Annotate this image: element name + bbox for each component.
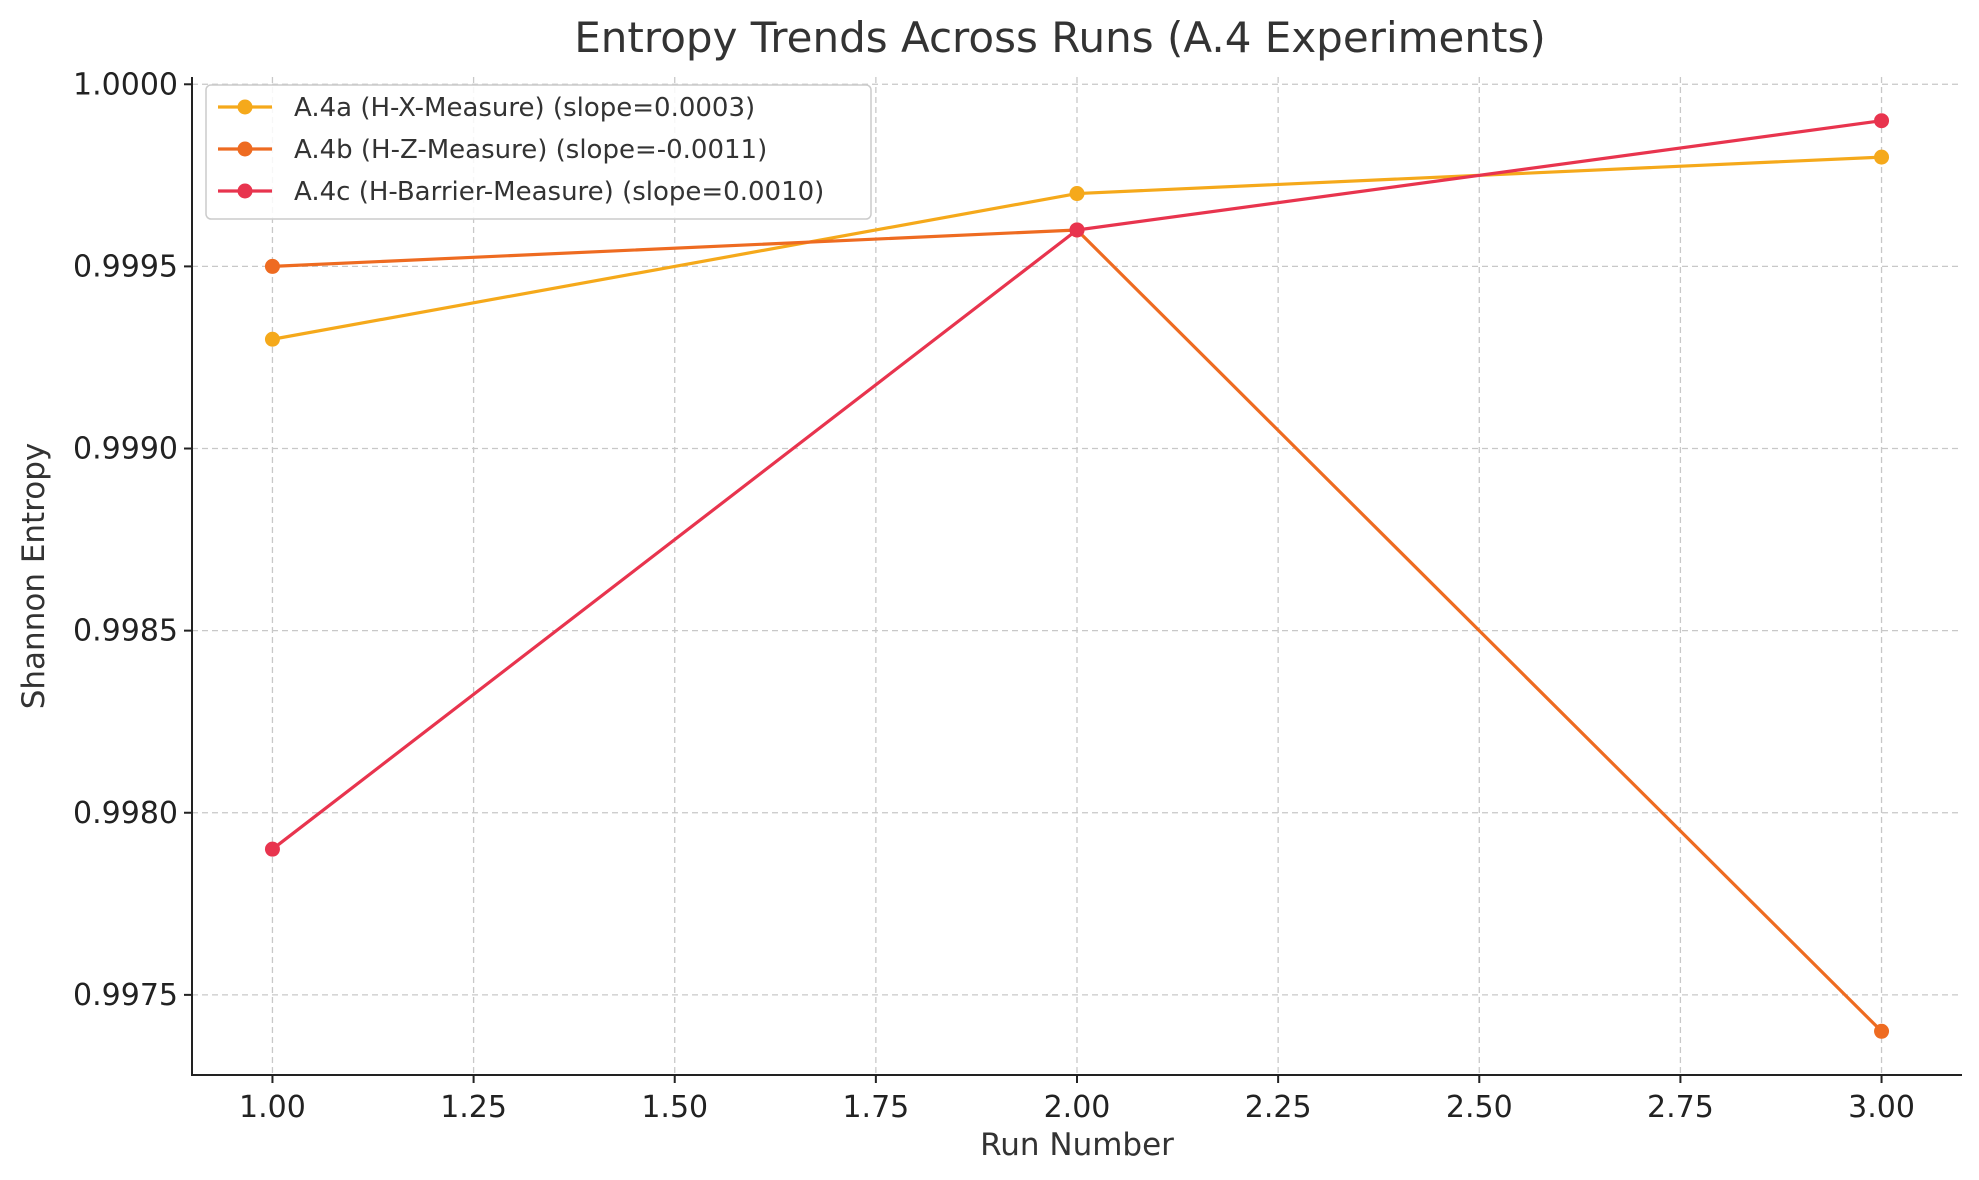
series-3 xyxy=(264,113,1890,857)
y-tick-label: 0.9980 xyxy=(73,796,178,831)
data-point xyxy=(264,331,280,347)
legend-box xyxy=(205,84,872,220)
legend-swatch-marker xyxy=(237,183,253,199)
legend-item: A.4a (H-X-Measure) (slope=0.0003) xyxy=(218,93,755,123)
x-tick-label: 2.25 xyxy=(1245,1090,1312,1125)
y-tick-label: 0.9990 xyxy=(73,432,178,467)
x-tick-label: 1.50 xyxy=(641,1090,708,1125)
series-lines xyxy=(264,113,1890,1039)
x-tick-label: 2.50 xyxy=(1446,1090,1513,1125)
grid-lines xyxy=(192,77,1962,1075)
axis-spines xyxy=(191,77,1962,1076)
y-tick-label: 0.9995 xyxy=(73,249,178,284)
data-point xyxy=(1069,222,1085,238)
x-tick-label: 3.00 xyxy=(1848,1090,1915,1125)
series-1 xyxy=(264,149,1890,347)
y-tick-label: 0.9985 xyxy=(73,614,178,649)
legend-swatch-marker xyxy=(237,99,253,115)
x-tick-label: 2.75 xyxy=(1647,1090,1714,1125)
data-point xyxy=(264,841,280,857)
x-tick-label: 1.75 xyxy=(842,1090,909,1125)
x-axis-label: Run Number xyxy=(980,1127,1174,1163)
legend-item: A.4b (H-Z-Measure) (slope=-0.0011) xyxy=(218,135,767,165)
legend: A.4a (H-X-Measure) (slope=0.0003) A.4b (H… xyxy=(205,84,872,220)
data-point xyxy=(264,258,280,274)
data-point xyxy=(1069,186,1085,202)
legend-label: A.4c (H-Barrier-Measure) (slope=0.0010) xyxy=(294,177,824,207)
legend-label: A.4a (H-X-Measure) (slope=0.0003) xyxy=(294,93,755,123)
y-axis-label: Shannon Entropy xyxy=(16,443,52,710)
data-point xyxy=(1874,113,1890,129)
y-tick-label: 1.0000 xyxy=(73,67,178,102)
x-tick-label: 2.00 xyxy=(1044,1090,1111,1125)
chart-title: Entropy Trends Across Runs (A.4 Experime… xyxy=(574,13,1545,62)
data-point xyxy=(1874,1023,1890,1039)
legend-swatch-marker xyxy=(237,141,253,157)
x-tick-label: 1.00 xyxy=(239,1090,306,1125)
legend-item: A.4c (H-Barrier-Measure) (slope=0.0010) xyxy=(218,177,824,207)
legend-label: A.4b (H-Z-Measure) (slope=-0.0011) xyxy=(294,135,767,165)
x-tick-label: 1.25 xyxy=(440,1090,507,1125)
data-point xyxy=(1874,149,1890,165)
y-axis-ticks: 0.9975 0.9980 0.9985 0.9990 0.9995 1.0000 xyxy=(73,67,192,1013)
x-axis-ticks: 1.00 1.25 1.50 1.75 2.00 2.25 2.50 2.75 3.00 xyxy=(239,1075,1915,1125)
y-tick-label: 0.9975 xyxy=(73,978,178,1013)
